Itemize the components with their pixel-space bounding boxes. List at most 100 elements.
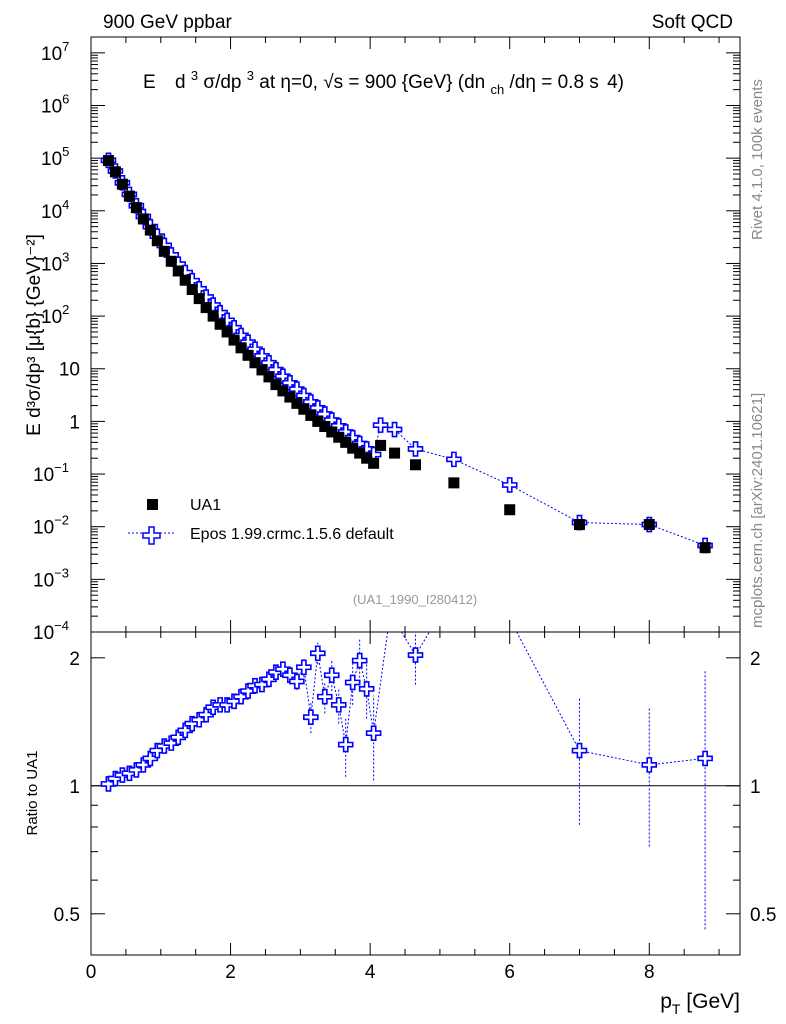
ratio-point [289, 673, 305, 690]
data-point [200, 302, 212, 314]
ratio-point [697, 750, 713, 767]
ratio-ytick-label-right: 0.5 [750, 905, 776, 926]
ratio-offscale-segment [401, 631, 416, 656]
data-point [207, 310, 219, 322]
ratio-point [344, 674, 361, 691]
ratio-point [571, 742, 588, 759]
main-ytick-label: 107 [41, 39, 69, 65]
data-point [165, 255, 177, 267]
ratio-xtick-label: 6 [504, 962, 515, 983]
data-point [333, 431, 345, 443]
main-ytick-label: 10 [59, 360, 80, 381]
ratio-xtick-label: 2 [225, 962, 236, 983]
legend-ua1-label: UA1 [190, 497, 221, 514]
data-point [102, 155, 114, 167]
side-label-top: Rivet 4.1.0, 100k events [749, 79, 766, 240]
data-point [375, 439, 387, 451]
legend-mc-marker [142, 526, 161, 545]
ratio-point [358, 681, 375, 697]
ratio-point [337, 736, 354, 753]
data-point [263, 371, 275, 383]
data-point [699, 542, 711, 554]
ratio-panel: 0.5 0.5 1 1 2 2 0 2 4 6 8 Ratio to UA1 pT [GeV] [24, 631, 776, 1017]
ratio-ytick-label: 2 [69, 649, 80, 670]
data-point [221, 326, 233, 338]
main-ylabel: E d³σ/dp³ [μ{b} {GeV}⁻²] [24, 234, 45, 436]
main-ytick-label: 103 [41, 249, 69, 275]
ratio-point [261, 671, 277, 688]
title-sqrt: √s [323, 72, 343, 93]
main-ytick-label: 10−1 [33, 460, 69, 486]
data-point [298, 403, 310, 415]
ratio-ytick-label: 1 [69, 777, 80, 798]
data-point [123, 190, 135, 202]
data-point [137, 213, 149, 225]
title-tail: /dη = 0.8 s [510, 72, 599, 93]
ratio-point [310, 645, 326, 662]
title-sigma: σ/dp [203, 72, 241, 93]
analysis-tag: (UA1_1990_I280412) [353, 592, 477, 607]
main-ytick-label: 1 [69, 412, 80, 433]
ratio-point [128, 762, 145, 778]
main-ytick-label: 10−2 [33, 513, 69, 539]
data-point [573, 519, 585, 531]
ratio-point [323, 667, 340, 684]
data-point [172, 265, 184, 277]
ratio-point [198, 706, 214, 723]
data-point [214, 318, 226, 330]
ratio-point [233, 688, 249, 705]
xlabel-unit: [GeV] [680, 990, 740, 1013]
ratio-y-axis: 0.5 0.5 1 1 2 2 [54, 649, 776, 956]
data-point [361, 452, 373, 464]
ratio-point [254, 676, 270, 693]
data-point [242, 349, 254, 361]
data-point [643, 519, 655, 531]
mc-point [446, 451, 462, 468]
ratio-ytick-label: 0.5 [54, 905, 80, 926]
data-point [270, 379, 282, 391]
x-axis-label: pT [GeV] [660, 990, 740, 1017]
title-d: d [175, 72, 186, 93]
xlabel-p: p [660, 990, 672, 1013]
data-point [312, 415, 324, 427]
title-sub: ch [491, 82, 505, 97]
ratio-point [142, 750, 159, 767]
header-left: 900 GeV ppbar [103, 12, 233, 33]
ratio-xtick-label: 4 [365, 962, 376, 983]
main-ytick-label: 104 [41, 197, 69, 223]
data-point [179, 274, 191, 286]
title-e: E [143, 72, 156, 93]
ratio-point [351, 652, 368, 669]
ratio-marks [100, 631, 713, 930]
ratio-point [407, 647, 424, 663]
title-mid: = 900 {GeV} (dn [348, 72, 485, 93]
title-exp: 3 [191, 68, 198, 83]
ratio-offscale-segment [373, 631, 389, 734]
main-ytick-label: 106 [41, 91, 69, 117]
title-end: 4) [607, 72, 624, 93]
data-point [235, 342, 247, 354]
data-point [319, 421, 331, 433]
data-point [256, 364, 268, 376]
data-point [291, 397, 303, 409]
ratio-ytick-label-right: 2 [750, 649, 761, 670]
main-frame [90, 36, 741, 633]
data-point [504, 504, 516, 516]
ratio-point [135, 757, 152, 773]
ratio-point [296, 659, 312, 676]
header-right: Soft QCD [652, 12, 733, 33]
data-point [284, 391, 296, 403]
ratio-point [177, 722, 194, 739]
main-title: E d 3 σ/dp 3 at η=0, √s = 900 {GeV} (dn … [143, 64, 624, 99]
data-point [130, 202, 142, 214]
main-x-ticks [90, 37, 720, 632]
mc-point [407, 441, 424, 457]
data-point [151, 235, 163, 247]
mc-line [108, 160, 706, 546]
data-point [228, 334, 240, 346]
data-point [249, 357, 261, 369]
title-exp2: 3 [247, 68, 254, 83]
